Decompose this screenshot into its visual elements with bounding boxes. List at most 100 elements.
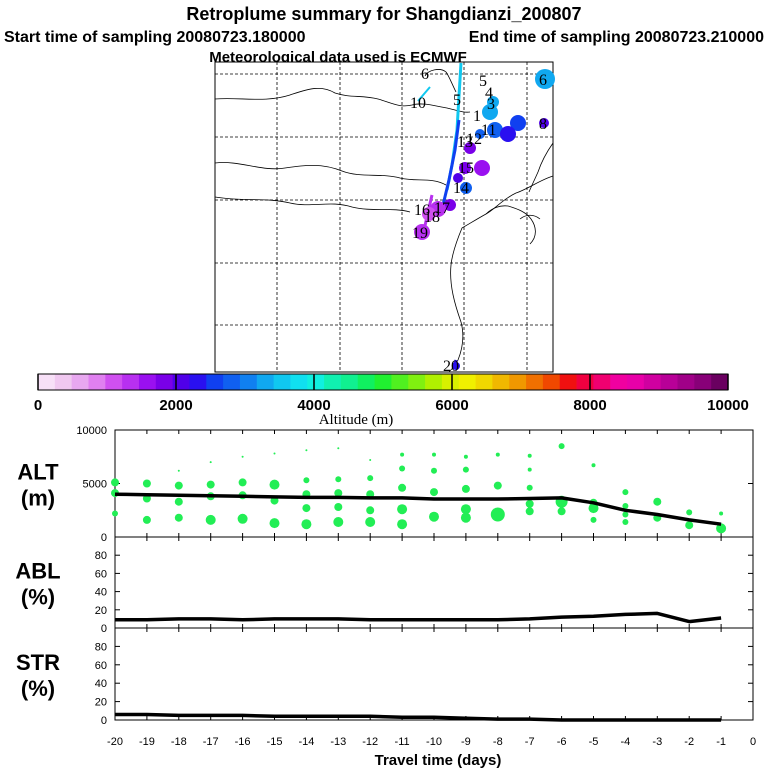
altitude-dot xyxy=(463,454,468,459)
cluster-marker xyxy=(487,96,499,108)
panel-unit-label: (%) xyxy=(21,676,55,701)
colorbar-cell xyxy=(172,374,190,390)
colorbar-cell xyxy=(694,374,712,390)
y-tick-label: 10000 xyxy=(76,425,107,437)
cluster-marker xyxy=(453,173,463,183)
day-label: 10 xyxy=(410,95,426,112)
day-label: 6 xyxy=(539,72,547,89)
altitude-dot xyxy=(462,466,469,473)
end-time-label: End time of sampling 20080723.210000 xyxy=(469,29,764,46)
altitude-dot xyxy=(302,504,311,513)
day-label: 5 xyxy=(479,73,487,90)
series-line-str xyxy=(115,712,722,722)
day-label: 3 xyxy=(487,96,495,113)
colorbar-cell xyxy=(357,374,375,390)
panel-label: ALT xyxy=(17,460,59,485)
altitude-dot xyxy=(112,510,118,517)
colorbar-cell xyxy=(223,374,241,390)
y-tick-label: 80 xyxy=(95,550,107,562)
day-label: 13 xyxy=(457,134,473,151)
panel-alt: 10000 5000 0 ALT(m) xyxy=(17,425,754,544)
series-line-alt xyxy=(114,492,722,526)
altitude-dot xyxy=(429,511,439,522)
colorbar-tick-labels: 0 2000 4000 6000 8000 10000 xyxy=(34,397,749,414)
colorbar-ticks xyxy=(37,374,729,390)
map-coastlines xyxy=(214,69,554,373)
altitude-dot xyxy=(303,477,310,484)
series-line-abl xyxy=(115,611,722,624)
altitude-dot xyxy=(622,489,629,496)
altitude-dot xyxy=(301,519,312,530)
colorbar-cell xyxy=(408,374,426,390)
altitude-dot xyxy=(622,503,629,509)
altitude-dot xyxy=(174,513,183,522)
start-time-label: Start time of sampling 20080723.180000 xyxy=(4,29,306,46)
x-tick-label: -19 xyxy=(139,736,155,748)
altitude-dot xyxy=(209,461,212,464)
trajectory-map: 6 5 6 4 3 5 10 1 8 11 13 12 15 14 16 17 … xyxy=(214,61,555,375)
altitude-dot xyxy=(588,503,599,514)
altitude-dot xyxy=(527,453,532,458)
colorbar-cell xyxy=(542,374,561,390)
cluster-marker xyxy=(535,69,555,89)
x-tick-label: -14 xyxy=(298,736,314,748)
colorbar-cell xyxy=(475,374,493,390)
cluster-marker xyxy=(487,122,503,138)
altitude-dot xyxy=(174,481,183,490)
x-tick-label: -1 xyxy=(716,736,726,748)
colorbar-cell xyxy=(138,374,157,390)
colorbar-cell xyxy=(509,374,527,390)
cluster-marker xyxy=(474,160,490,176)
panel-unit-label: (%) xyxy=(21,585,55,610)
y-tick-label: 60 xyxy=(95,660,107,672)
altitude-dot xyxy=(334,489,343,498)
colorbar-cell xyxy=(290,374,308,390)
colorbar-cells xyxy=(38,374,729,390)
altitude-dot xyxy=(460,504,471,515)
altitude-dot xyxy=(142,494,151,503)
altitude-dot xyxy=(525,507,534,516)
trajectory-track-middle xyxy=(441,119,461,206)
altitude-dot xyxy=(366,506,375,515)
colorbar-tick-label: 6000 xyxy=(435,397,468,414)
colorbar-cell xyxy=(88,374,106,390)
cluster-marker xyxy=(475,129,485,139)
figure-title: Retroplume summary for Shangdianzi_20080… xyxy=(186,4,581,24)
colorbar-cell xyxy=(324,374,342,390)
day-label: 15 xyxy=(458,160,474,177)
x-tick-label: -6 xyxy=(557,736,567,748)
x-tick-label: -10 xyxy=(426,736,442,748)
time-series-panels: 1000050000ALT(m)806040200ABL(%)806040200… xyxy=(15,425,756,768)
y-tick-label: 40 xyxy=(95,587,107,599)
cluster-marker xyxy=(452,362,460,370)
colorbar-tick-label: 2000 xyxy=(159,397,192,414)
altitude-dot xyxy=(206,480,215,489)
altitude-dot xyxy=(622,519,629,525)
panel-unit-label: (m) xyxy=(21,486,55,511)
cluster-marker xyxy=(510,115,526,131)
y-tick-label: 20 xyxy=(95,605,107,617)
colorbar-cell xyxy=(206,374,224,390)
y-tick-label: 40 xyxy=(95,678,107,690)
panel-frame xyxy=(114,627,754,721)
y-tick-label: 20 xyxy=(95,697,107,709)
x-tick-label: -17 xyxy=(203,736,219,748)
altitude-dot xyxy=(334,503,343,511)
colorbar-cell xyxy=(610,374,628,390)
colorbar-cell xyxy=(374,374,392,390)
altitude-dot xyxy=(305,449,308,452)
x-tick-label: -11 xyxy=(395,736,410,748)
day-label: 5 xyxy=(453,92,461,109)
x-tick-label: -20 xyxy=(107,736,123,748)
altitude-dot xyxy=(237,513,248,524)
colorbar-cell xyxy=(189,374,207,390)
cluster-marker xyxy=(482,104,498,120)
altitude-dot xyxy=(557,507,566,516)
altitude-dot xyxy=(333,517,344,527)
colorbar-cell xyxy=(425,374,443,390)
colorbar-title: Altitude (m) xyxy=(319,412,394,428)
altitude-dot xyxy=(269,518,280,529)
day-label: 8 xyxy=(539,116,547,133)
day-label: 1 xyxy=(473,108,481,125)
altitude-dot xyxy=(526,484,533,491)
